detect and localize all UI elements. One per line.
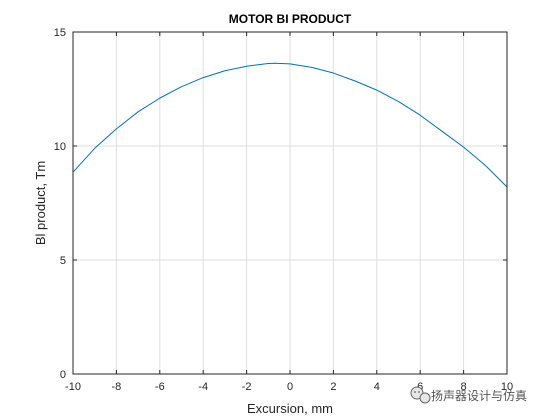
series-line-0: [72, 62, 508, 188]
y-tick-label: 15: [54, 27, 66, 39]
tick-labels: -10 -8 -6 -4 -2 0 2 4 6 8 10 0 5 10 15: [54, 27, 513, 393]
x-tick-label: -8: [112, 381, 122, 393]
x-tick-label: -10: [65, 381, 81, 393]
watermark-text: 扬声器设计与仿真: [431, 388, 527, 403]
chart-title: MOTOR BI PRODUCT: [229, 12, 352, 26]
x-tick-label: -4: [198, 381, 208, 393]
x-tick-label: 6: [417, 381, 423, 393]
x-tick-label: 4: [374, 381, 380, 393]
x-tick-label: 8: [461, 381, 467, 393]
watermark: 扬声器设计与仿真: [410, 386, 527, 404]
x-tick-label: -2: [242, 381, 252, 393]
y-axis-label: Bl product, Tm: [33, 161, 48, 245]
x-tick-label: 0: [287, 381, 293, 393]
y-tick-label: 0: [60, 369, 66, 381]
grid: [73, 32, 507, 374]
y-tick-label: 10: [54, 141, 66, 153]
x-tick-label: -6: [155, 381, 165, 393]
x-axis-label: Excursion, mm: [247, 401, 333, 416]
series-lines: [72, 62, 508, 188]
y-tick-label: 5: [60, 255, 66, 267]
x-tick-label: 10: [501, 381, 513, 393]
axis-ticks: [72, 31, 508, 375]
wechat-icon: [410, 386, 431, 404]
x-tick-label: 2: [330, 381, 336, 393]
